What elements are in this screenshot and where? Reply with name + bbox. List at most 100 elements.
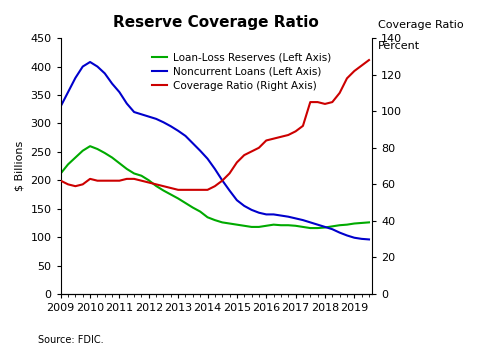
- Loan-Loss Reserves (Left Axis): [197, 209, 203, 214]
- Coverage Ratio (Right Axis): [87, 177, 93, 181]
- Coverage Ratio (Right Axis): [190, 188, 196, 192]
- Noncurrent Loans (Left Axis): [109, 82, 115, 86]
- Noncurrent Loans (Left Axis): [182, 134, 188, 138]
- Loan-Loss Reserves (Left Axis): [286, 223, 291, 227]
- Loan-Loss Reserves (Left Axis): [131, 171, 137, 176]
- Noncurrent Loans (Left Axis): [300, 218, 306, 222]
- Noncurrent Loans (Left Axis): [117, 90, 122, 94]
- Coverage Ratio (Right Axis): [366, 58, 372, 62]
- Coverage Ratio (Right Axis): [241, 153, 247, 157]
- Loan-Loss Reserves (Left Axis): [234, 223, 240, 227]
- Coverage Ratio (Right Axis): [65, 182, 71, 186]
- Coverage Ratio (Right Axis): [95, 179, 100, 183]
- Loan-Loss Reserves (Left Axis): [329, 224, 335, 229]
- Loan-Loss Reserves (Left Axis): [366, 220, 372, 224]
- Coverage Ratio (Right Axis): [278, 135, 284, 139]
- Noncurrent Loans (Left Axis): [139, 112, 144, 117]
- Coverage Ratio (Right Axis): [182, 188, 188, 192]
- Loan-Loss Reserves (Left Axis): [271, 223, 276, 227]
- Loan-Loss Reserves (Left Axis): [278, 223, 284, 227]
- Noncurrent Loans (Left Axis): [87, 60, 93, 64]
- Loan-Loss Reserves (Left Axis): [146, 178, 152, 183]
- Legend: Loan-Loss Reserves (Left Axis), Noncurrent Loans (Left Axis), Coverage Ratio (Ri: Loan-Loss Reserves (Left Axis), Noncurre…: [147, 49, 335, 95]
- Coverage Ratio (Right Axis): [153, 182, 159, 186]
- Noncurrent Loans (Left Axis): [102, 71, 108, 75]
- Loan-Loss Reserves (Left Axis): [65, 162, 71, 166]
- Coverage Ratio (Right Axis): [315, 100, 321, 104]
- Coverage Ratio (Right Axis): [329, 100, 335, 104]
- Noncurrent Loans (Left Axis): [227, 188, 232, 193]
- Line: Loan-Loss Reserves (Left Axis): Loan-Loss Reserves (Left Axis): [60, 146, 369, 228]
- Loan-Loss Reserves (Left Axis): [175, 196, 181, 201]
- Coverage Ratio (Right Axis): [161, 184, 167, 188]
- Noncurrent Loans (Left Axis): [366, 237, 372, 242]
- Noncurrent Loans (Left Axis): [212, 167, 218, 171]
- Loan-Loss Reserves (Left Axis): [95, 147, 100, 151]
- Coverage Ratio (Right Axis): [293, 129, 299, 133]
- Coverage Ratio (Right Axis): [256, 146, 262, 150]
- Noncurrent Loans (Left Axis): [293, 216, 299, 221]
- Noncurrent Loans (Left Axis): [249, 208, 254, 212]
- Coverage Ratio (Right Axis): [175, 188, 181, 192]
- Coverage Ratio (Right Axis): [300, 124, 306, 128]
- Noncurrent Loans (Left Axis): [175, 129, 181, 133]
- Coverage Ratio (Right Axis): [80, 182, 85, 186]
- Loan-Loss Reserves (Left Axis): [139, 174, 144, 178]
- Coverage Ratio (Right Axis): [117, 179, 122, 183]
- Loan-Loss Reserves (Left Axis): [190, 206, 196, 210]
- Loan-Loss Reserves (Left Axis): [300, 225, 306, 229]
- Coverage Ratio (Right Axis): [109, 179, 115, 183]
- Noncurrent Loans (Left Axis): [197, 149, 203, 153]
- Loan-Loss Reserves (Left Axis): [307, 226, 313, 230]
- Noncurrent Loans (Left Axis): [65, 90, 71, 94]
- Coverage Ratio (Right Axis): [249, 149, 254, 154]
- Noncurrent Loans (Left Axis): [351, 236, 357, 240]
- Noncurrent Loans (Left Axis): [256, 210, 262, 215]
- Noncurrent Loans (Left Axis): [146, 114, 152, 119]
- Coverage Ratio (Right Axis): [131, 177, 137, 181]
- Noncurrent Loans (Left Axis): [72, 76, 78, 80]
- Loan-Loss Reserves (Left Axis): [168, 192, 174, 196]
- Loan-Loss Reserves (Left Axis): [264, 224, 269, 228]
- Loan-Loss Reserves (Left Axis): [117, 161, 122, 165]
- Coverage Ratio (Right Axis): [58, 179, 63, 183]
- Coverage Ratio (Right Axis): [234, 160, 240, 164]
- Coverage Ratio (Right Axis): [139, 179, 144, 183]
- Loan-Loss Reserves (Left Axis): [249, 225, 254, 229]
- Loan-Loss Reserves (Left Axis): [102, 151, 108, 155]
- Noncurrent Loans (Left Axis): [204, 157, 210, 161]
- Coverage Ratio (Right Axis): [102, 179, 108, 183]
- Coverage Ratio (Right Axis): [212, 184, 218, 188]
- Loan-Loss Reserves (Left Axis): [58, 171, 63, 176]
- Coverage Ratio (Right Axis): [264, 139, 269, 143]
- Noncurrent Loans (Left Axis): [124, 102, 130, 106]
- Noncurrent Loans (Left Axis): [344, 233, 350, 238]
- Noncurrent Loans (Left Axis): [271, 212, 276, 216]
- Noncurrent Loans (Left Axis): [286, 215, 291, 219]
- Loan-Loss Reserves (Left Axis): [337, 223, 343, 227]
- Loan-Loss Reserves (Left Axis): [241, 224, 247, 228]
- Coverage Ratio (Right Axis): [307, 100, 313, 104]
- Noncurrent Loans (Left Axis): [278, 214, 284, 218]
- Noncurrent Loans (Left Axis): [315, 223, 321, 227]
- Coverage Ratio (Right Axis): [219, 179, 225, 183]
- Coverage Ratio (Right Axis): [146, 180, 152, 185]
- Loan-Loss Reserves (Left Axis): [72, 155, 78, 159]
- Loan-Loss Reserves (Left Axis): [124, 167, 130, 171]
- Loan-Loss Reserves (Left Axis): [315, 226, 321, 230]
- Coverage Ratio (Right Axis): [204, 188, 210, 192]
- Loan-Loss Reserves (Left Axis): [359, 221, 364, 225]
- Coverage Ratio (Right Axis): [344, 76, 350, 80]
- Line: Noncurrent Loans (Left Axis): Noncurrent Loans (Left Axis): [60, 62, 369, 239]
- Loan-Loss Reserves (Left Axis): [256, 225, 262, 229]
- Loan-Loss Reserves (Left Axis): [212, 218, 218, 222]
- Loan-Loss Reserves (Left Axis): [344, 223, 350, 227]
- Noncurrent Loans (Left Axis): [153, 117, 159, 121]
- Loan-Loss Reserves (Left Axis): [109, 155, 115, 159]
- Loan-Loss Reserves (Left Axis): [227, 221, 232, 225]
- Noncurrent Loans (Left Axis): [241, 204, 247, 208]
- Text: Percent: Percent: [378, 41, 420, 51]
- Coverage Ratio (Right Axis): [359, 64, 364, 68]
- Coverage Ratio (Right Axis): [351, 69, 357, 73]
- Noncurrent Loans (Left Axis): [337, 231, 343, 235]
